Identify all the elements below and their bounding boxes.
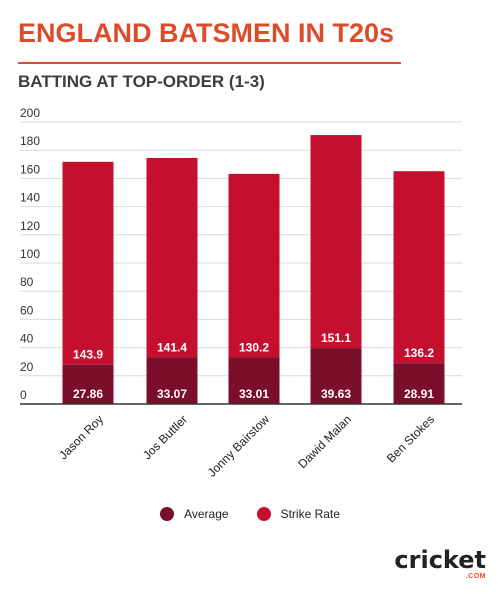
legend-item-strike-rate: Strike Rate — [256, 507, 340, 521]
logo-domain: .COM — [465, 573, 486, 580]
bar-strike-rate — [146, 157, 198, 358]
x-tick-label: Ben Stokes — [384, 412, 437, 465]
legend-item-average: Average — [160, 507, 229, 521]
legend-swatch-average — [160, 507, 175, 521]
logo-wordmark: cricket — [394, 546, 486, 574]
bar-strike-rate — [62, 161, 114, 365]
legend-label-strike-rate: Strike Rate — [280, 507, 340, 521]
bar-average — [228, 357, 280, 404]
y-tick-label: 180 — [20, 134, 40, 148]
bar-strike-rate — [228, 173, 280, 358]
x-tick-label: Jason Roy — [56, 412, 106, 462]
data-label-strike-rate: 151.1 — [321, 331, 351, 345]
y-tick-label: 200 — [20, 106, 40, 120]
bar-average — [393, 363, 445, 404]
data-label-average: 39.63 — [321, 387, 351, 401]
data-label-average: 27.86 — [73, 387, 103, 401]
data-label-average: 28.91 — [404, 387, 434, 401]
x-tick-label: Dawid Malan — [295, 412, 354, 471]
y-tick-label: 40 — [20, 332, 34, 346]
bar-average — [310, 348, 362, 404]
y-tick-label: 80 — [20, 275, 34, 289]
legend-swatch-strike-rate — [256, 507, 271, 521]
y-tick-label: 160 — [20, 162, 40, 176]
y-tick-label: 60 — [20, 303, 34, 317]
y-tick-label: 120 — [20, 219, 40, 233]
y-tick-label: 140 — [20, 191, 40, 205]
chart-legend: Average Strike Rate — [0, 507, 500, 521]
data-label-strike-rate: 143.9 — [73, 348, 103, 362]
chart-title: ENGLAND BATSMEN IN T20s — [18, 18, 395, 48]
bar-average — [146, 357, 198, 404]
cricket-com-logo: cricket .COM — [394, 548, 486, 580]
bar-strike-rate — [393, 171, 445, 364]
y-tick-label: 0 — [20, 388, 27, 402]
y-tick-label: 100 — [20, 247, 40, 261]
x-tick-label: Jonny Bairstow — [205, 412, 273, 480]
chart-subtitle: BATTING AT TOP-ORDER (1-3) — [18, 72, 265, 91]
x-tick-label: Jos Buttler — [140, 412, 190, 462]
data-label-strike-rate: 136.2 — [404, 346, 434, 360]
title-divider — [18, 62, 401, 64]
data-label-strike-rate: 130.2 — [239, 340, 269, 354]
legend-label-average: Average — [184, 507, 229, 521]
data-label-average: 33.01 — [239, 387, 269, 401]
bar-strike-rate — [310, 135, 362, 349]
data-label-strike-rate: 141.4 — [157, 340, 187, 354]
data-label-average: 33.07 — [157, 387, 187, 401]
bar-average — [62, 364, 114, 404]
y-tick-label: 20 — [20, 360, 34, 374]
